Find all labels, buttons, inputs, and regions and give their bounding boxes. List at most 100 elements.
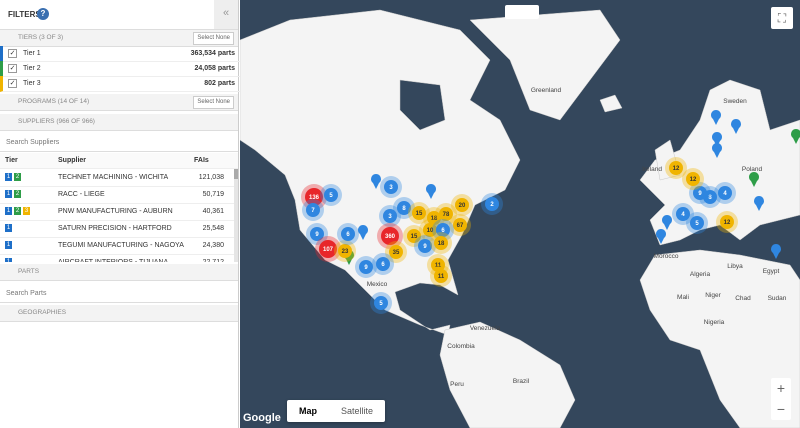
cluster[interactable] bbox=[359, 260, 373, 274]
tier-row[interactable]: ✓ Tier 2 24,058 parts bbox=[0, 61, 241, 77]
zoom-in[interactable]: + bbox=[776, 380, 786, 396]
supplier-row[interactable]: 1 2 3 PNW MANUFACTURING - AUBURN 40,361 bbox=[0, 203, 238, 221]
cluster[interactable] bbox=[306, 203, 320, 217]
tier-badge: 2 bbox=[14, 190, 21, 199]
cluster[interactable] bbox=[418, 239, 432, 253]
checkbox[interactable]: ✓ bbox=[8, 49, 17, 58]
section-title: TIERS bbox=[18, 34, 38, 41]
cluster[interactable] bbox=[383, 209, 397, 223]
fullscreen-button[interactable]: ⛶ bbox=[771, 7, 793, 29]
supplier-name: RACC - LIEGE bbox=[58, 191, 105, 198]
tier-label: Tier 1 bbox=[23, 50, 41, 57]
map-tools[interactable] bbox=[505, 5, 539, 19]
tiers-header[interactable]: TIERS (3 OF 3) Select None bbox=[0, 30, 238, 47]
cluster[interactable] bbox=[431, 258, 445, 272]
geographies-header[interactable]: GEOGRAPHIES bbox=[0, 305, 238, 322]
cluster[interactable] bbox=[324, 188, 338, 202]
cluster-label: 8 bbox=[708, 195, 712, 201]
suppliers-header[interactable]: SUPPLIERS (966 OF 966) bbox=[0, 114, 238, 131]
place-label: Sudan bbox=[768, 295, 787, 302]
cluster[interactable] bbox=[374, 296, 388, 310]
table-header: Tier Supplier FAIs bbox=[0, 153, 238, 169]
tier-row[interactable]: ✓ Tier 3 802 parts bbox=[0, 76, 241, 92]
cluster-label: 9 bbox=[698, 191, 702, 197]
tier-badge: 1 bbox=[5, 207, 12, 216]
cluster[interactable] bbox=[439, 207, 453, 221]
cluster[interactable] bbox=[412, 206, 426, 220]
cluster[interactable] bbox=[455, 198, 469, 212]
cluster[interactable] bbox=[434, 269, 448, 283]
cluster-label: 5 bbox=[329, 193, 333, 199]
map[interactable]: Greenland Sweden Poland Ireland Morocco Alger… bbox=[240, 0, 800, 428]
cluster[interactable] bbox=[407, 229, 421, 243]
place-label: Niger bbox=[705, 292, 721, 299]
cluster[interactable] bbox=[381, 227, 399, 245]
cluster[interactable] bbox=[720, 215, 734, 229]
title: FILTERS bbox=[8, 10, 41, 19]
cluster[interactable] bbox=[676, 207, 690, 221]
zoom-out[interactable]: − bbox=[776, 401, 786, 417]
col-supplier[interactable]: Supplier bbox=[58, 157, 87, 164]
col-tier[interactable]: Tier bbox=[5, 157, 18, 164]
cluster[interactable] bbox=[338, 244, 352, 258]
cluster[interactable] bbox=[389, 245, 403, 259]
cluster[interactable] bbox=[341, 227, 355, 241]
cluster[interactable] bbox=[423, 223, 437, 237]
checkbox[interactable]: ✓ bbox=[8, 64, 17, 73]
cluster[interactable] bbox=[453, 218, 467, 232]
cluster[interactable] bbox=[669, 161, 683, 175]
cluster-label: 2 bbox=[490, 202, 494, 208]
cluster-label: 10 bbox=[427, 228, 434, 234]
cluster[interactable] bbox=[310, 227, 324, 241]
cluster[interactable] bbox=[384, 180, 398, 194]
count: (3 OF 3) bbox=[38, 34, 64, 41]
cluster[interactable] bbox=[485, 197, 499, 211]
cluster[interactable] bbox=[718, 186, 732, 200]
supplier-name: PNW MANUFACTURING - AUBURN bbox=[58, 208, 173, 215]
cluster[interactable] bbox=[376, 257, 390, 271]
cluster[interactable] bbox=[319, 240, 337, 258]
cluster[interactable] bbox=[397, 201, 411, 215]
select-none[interactable]: Select None bbox=[193, 96, 234, 109]
place-label: Greenland bbox=[531, 87, 562, 94]
filter-panel: FILTERS ? « TIERS (3 OF 3) Select None PR… bbox=[0, 0, 241, 428]
supplier-search[interactable]: Search Suppliers bbox=[0, 134, 238, 152]
parts-header[interactable]: PARTS bbox=[0, 264, 238, 281]
tier-row[interactable]: ✓ Tier 1 363,534 parts bbox=[0, 46, 241, 62]
help-button[interactable]: ? bbox=[37, 8, 49, 20]
cluster[interactable] bbox=[686, 172, 700, 186]
col-fais[interactable]: FAIs bbox=[194, 157, 209, 164]
zoom-control: + − bbox=[771, 378, 791, 420]
cluster-label: 8 bbox=[402, 206, 406, 212]
place-label: Algeria bbox=[690, 271, 711, 278]
cluster[interactable] bbox=[434, 236, 448, 250]
cluster[interactable] bbox=[693, 186, 707, 200]
map-button[interactable]: Map bbox=[299, 406, 317, 416]
cluster-label: 11 bbox=[435, 263, 442, 269]
parts-search[interactable]: Search Parts bbox=[0, 285, 238, 303]
place-label: Morocco bbox=[654, 253, 679, 260]
cluster-label: 5 bbox=[379, 301, 383, 307]
scrollbar[interactable] bbox=[234, 169, 238, 262]
supplier-name: TECHNET MACHINING - WICHITA bbox=[58, 174, 169, 181]
tier-badges: 1 bbox=[5, 220, 14, 237]
supplier-row[interactable]: 1 2 RACC - LIEGE 50,719 bbox=[0, 186, 238, 204]
supplier-row[interactable]: 1 AIRCRAFT INTERIORS - TIJUANA 22,712 bbox=[0, 254, 238, 262]
collapse-button[interactable]: « bbox=[214, 0, 238, 29]
cluster[interactable] bbox=[436, 223, 450, 237]
cluster[interactable] bbox=[690, 216, 704, 230]
programs-header[interactable]: PROGRAMS (14 OF 14) Select None bbox=[0, 94, 238, 111]
select-none[interactable]: Select None bbox=[193, 32, 234, 45]
supplier-row[interactable]: 1 SATURN PRECISION - HARTFORD 25,548 bbox=[0, 220, 238, 238]
cluster[interactable] bbox=[427, 211, 441, 225]
supplier-row[interactable]: 1 TEGUMI MANUFACTURING - NAGOYA 24,380 bbox=[0, 237, 238, 255]
cluster[interactable] bbox=[305, 188, 323, 206]
supplier-fais: 121,038 bbox=[198, 174, 224, 181]
checkbox[interactable]: ✓ bbox=[8, 79, 17, 88]
supplier-row[interactable]: 1 2 TECHNET MACHINING - WICHITA 121,038 bbox=[0, 169, 238, 187]
supplier-table: 1 2 TECHNET MACHINING - WICHITA 121,038 1 2 RA… bbox=[0, 169, 238, 262]
satellite-button[interactable]: Satellite bbox=[340, 406, 374, 416]
